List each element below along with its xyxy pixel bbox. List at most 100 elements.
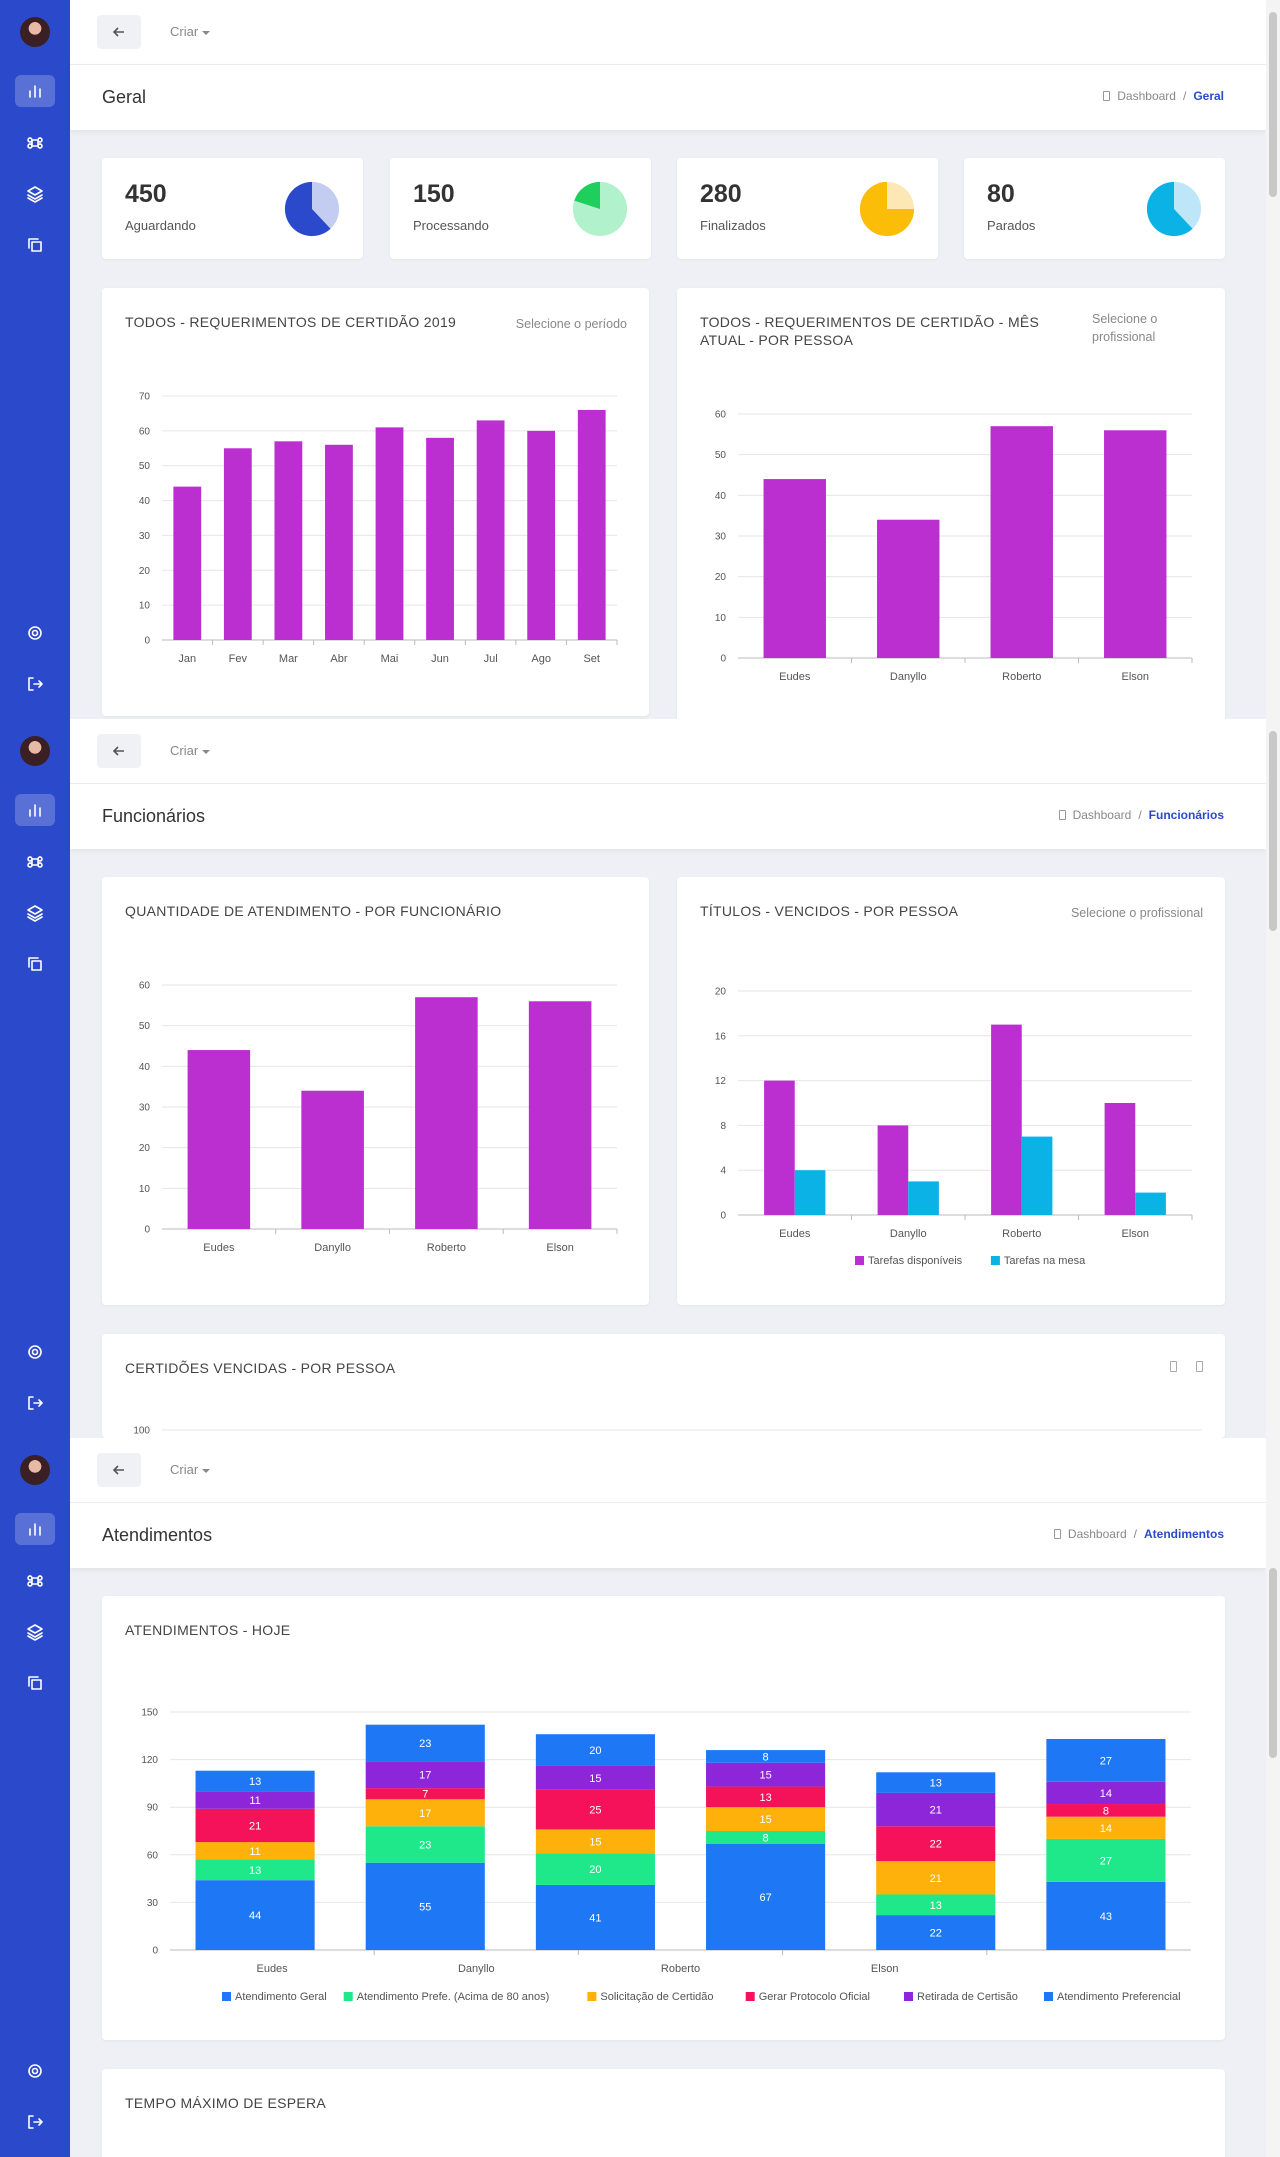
breadcrumb-dashboard[interactable]: Dashboard xyxy=(1072,808,1132,822)
y-tick-label: 120 xyxy=(141,1755,158,1766)
bar xyxy=(763,479,826,658)
x-tick-label: Jun xyxy=(431,653,449,665)
legend: Atendimento Geral Atendimento Prefe. (Aci… xyxy=(222,1991,1181,2003)
bar xyxy=(415,997,478,1229)
y-tick-label: 50 xyxy=(139,461,151,472)
breadcrumb-separator: / xyxy=(1182,89,1187,103)
layers-icon[interactable] xyxy=(15,178,55,210)
bar xyxy=(325,444,353,640)
bar-segment xyxy=(535,1765,655,1790)
x-tick-label: Elson xyxy=(546,1242,574,1254)
logout-icon[interactable] xyxy=(15,2106,55,2138)
stat-card-parados: 80 Parados xyxy=(964,158,1225,259)
profissional-selector[interactable]: Selecione o profissional xyxy=(1070,906,1203,920)
command-icon[interactable] xyxy=(15,127,55,159)
y-tick-label: 40 xyxy=(715,491,727,502)
breadcrumb-dashboard[interactable]: Dashboard xyxy=(1067,1527,1127,1541)
criar-dropdown[interactable]: Criar xyxy=(170,24,210,39)
stat-value: 150 xyxy=(413,180,455,208)
y-tick-label: 12 xyxy=(715,1076,727,1087)
bar-segment xyxy=(706,1843,826,1950)
scrollbar[interactable] xyxy=(1266,0,1280,719)
stat-label: Aguardando xyxy=(125,218,196,233)
breadcrumb-dashboard[interactable]: Dashboard xyxy=(1117,89,1176,103)
data-label: 27 xyxy=(1100,1855,1112,1867)
stat-value: 450 xyxy=(125,180,167,208)
gear-icon[interactable] xyxy=(15,2055,55,2087)
criar-dropdown[interactable]: Criar xyxy=(170,1462,210,1477)
logout-icon[interactable] xyxy=(15,1387,55,1419)
data-label: 14 xyxy=(1100,1823,1112,1835)
bar xyxy=(764,1080,795,1215)
profissional-selector[interactable]: Selecione o profissional xyxy=(1092,310,1157,346)
command-icon[interactable] xyxy=(15,1565,55,1597)
bar xyxy=(990,426,1053,658)
avatar[interactable] xyxy=(20,1455,50,1485)
scrollbar[interactable] xyxy=(1266,1438,1280,2157)
back-button[interactable] xyxy=(97,734,141,768)
data-label: 15 xyxy=(759,1770,771,1782)
avatar[interactable] xyxy=(20,736,50,766)
bar-segment xyxy=(706,1786,826,1808)
criar-dropdown[interactable]: Criar xyxy=(170,743,210,758)
x-tick-label: Eudes xyxy=(256,1963,288,1975)
y-tick-label: 16 xyxy=(715,1031,727,1042)
y-tick-label: 40 xyxy=(139,1062,151,1073)
data-label: 17 xyxy=(419,1808,431,1820)
menu-icon[interactable] xyxy=(1196,1361,1203,1372)
stat-label: Parados xyxy=(987,218,1036,233)
chart-bar-icon[interactable] xyxy=(15,1513,55,1545)
data-label: 13 xyxy=(759,1792,771,1804)
back-button[interactable] xyxy=(97,15,141,49)
data-label: 23 xyxy=(419,1738,431,1750)
avatar[interactable] xyxy=(20,17,50,47)
copy-icon[interactable] xyxy=(15,1667,55,1699)
x-tick-label: Fev xyxy=(229,653,248,665)
pie-slice-value xyxy=(859,181,915,237)
bar-segment xyxy=(706,1807,826,1831)
scrollbar[interactable] xyxy=(1266,719,1280,1438)
stat-pie xyxy=(572,181,628,237)
bar-segment xyxy=(876,1772,996,1793)
y-tick-label: 90 xyxy=(147,1803,159,1814)
y-tick-label: 0 xyxy=(720,654,726,665)
x-tick-label: Abr xyxy=(330,653,347,665)
x-tick-label: Danyllo xyxy=(314,1242,351,1254)
chart-bar-icon[interactable] xyxy=(15,75,55,107)
data-label: 20 xyxy=(589,1864,601,1876)
data-label: 25 xyxy=(589,1805,601,1817)
gear-icon[interactable] xyxy=(15,1336,55,1368)
home-icon xyxy=(1058,810,1066,820)
data-label: 43 xyxy=(1100,1911,1112,1923)
breadcrumb: Dashboard / Geral xyxy=(1103,89,1224,103)
bar xyxy=(274,441,303,640)
command-icon[interactable] xyxy=(15,846,55,878)
y-tick-label: 20 xyxy=(715,572,727,583)
screen-atendimentos: Criar Atendimentos Dashboard / Atendimen… xyxy=(0,1438,1280,2157)
layers-icon[interactable] xyxy=(15,897,55,929)
y-tick-label: 0 xyxy=(144,1225,150,1236)
scrollbar-thumb[interactable] xyxy=(1269,731,1277,931)
scrollbar-thumb[interactable] xyxy=(1269,12,1277,197)
layers-icon[interactable] xyxy=(15,1616,55,1648)
chart-bar-icon[interactable] xyxy=(15,794,55,826)
bar xyxy=(426,437,454,640)
scrollbar-thumb[interactable] xyxy=(1269,1568,1277,1758)
title-bar: Funcionários Dashboard / Funcionários xyxy=(70,784,1266,849)
download-icon[interactable] xyxy=(1170,1361,1177,1372)
data-label: 8 xyxy=(1103,1805,1109,1817)
x-tick-label: Roberto xyxy=(661,1963,700,1975)
y-tick-label: 30 xyxy=(147,1898,159,1909)
gear-icon[interactable] xyxy=(15,617,55,649)
bar-segment xyxy=(876,1915,996,1950)
screen-funcionarios: Criar Funcionários Dashboard / Funcionár… xyxy=(0,719,1280,1438)
copy-icon[interactable] xyxy=(15,948,55,980)
bar-segment xyxy=(876,1792,996,1827)
bar xyxy=(877,1125,909,1215)
period-selector[interactable]: Selecione o período xyxy=(515,317,627,331)
logout-icon[interactable] xyxy=(15,668,55,700)
copy-icon[interactable] xyxy=(15,229,55,261)
bar-segment xyxy=(195,1859,315,1881)
back-button[interactable] xyxy=(97,1453,141,1487)
x-tick-label: Mai xyxy=(381,653,399,665)
